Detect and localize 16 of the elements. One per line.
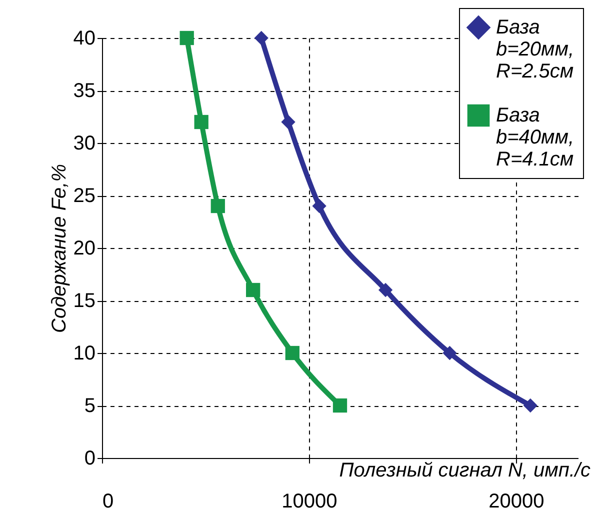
x-tick-label: 0 xyxy=(102,490,114,512)
legend-label: База b=40мм, R=4.1см xyxy=(496,104,574,170)
y-tick-label: 40 xyxy=(73,28,96,50)
y-tick-label: 20 xyxy=(73,238,96,260)
legend-label: База b=20мм, R=2.5см xyxy=(496,16,574,82)
y-tick-label: 0 xyxy=(84,448,96,470)
y-tick-label: 15 xyxy=(73,290,96,312)
x-axis-title: Полезный сигнал N, имп./с xyxy=(339,460,590,482)
y-tick-label: 30 xyxy=(73,132,96,154)
y-tick-label: 5 xyxy=(84,395,96,417)
x-tick-label: 20000 xyxy=(488,490,544,512)
x-tick-label: 10000 xyxy=(282,490,338,512)
y-tick-label: 35 xyxy=(73,80,96,102)
y-axis-title: Содержание Fe,% xyxy=(48,164,70,334)
y-tick-label: 10 xyxy=(73,342,96,364)
y-tick-label: 25 xyxy=(73,185,96,207)
